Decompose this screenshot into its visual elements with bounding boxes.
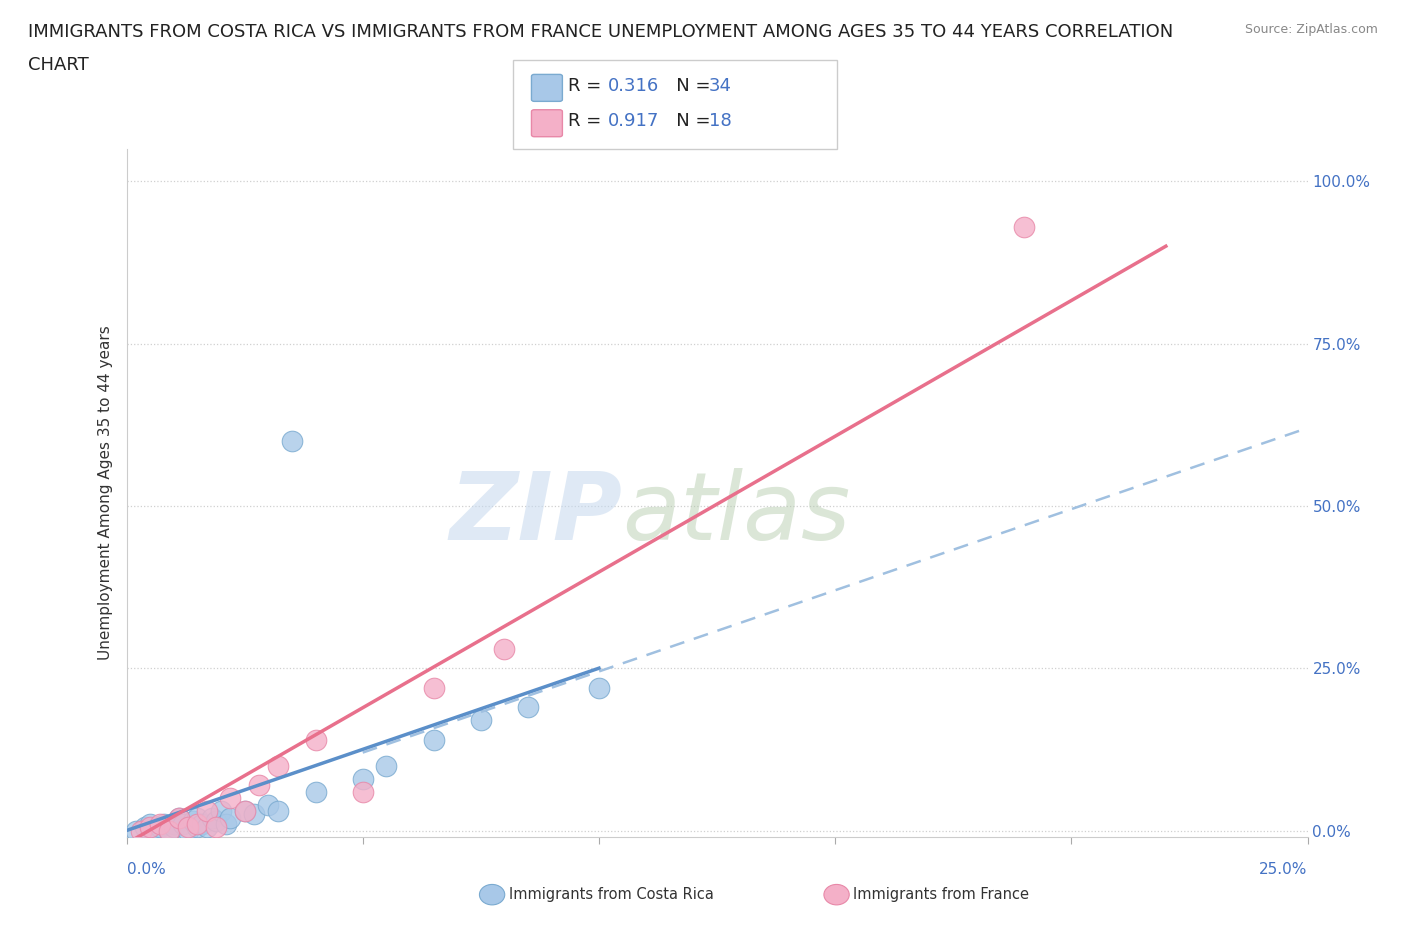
Point bbox=[422, 732, 444, 747]
Point bbox=[494, 642, 516, 657]
Point bbox=[205, 814, 228, 829]
Point bbox=[422, 680, 444, 695]
Point bbox=[186, 817, 208, 831]
Text: 34: 34 bbox=[709, 76, 731, 95]
Point bbox=[149, 817, 172, 831]
Point bbox=[375, 758, 398, 773]
Point bbox=[139, 820, 162, 835]
Point bbox=[191, 817, 214, 831]
Text: 0.0%: 0.0% bbox=[127, 862, 166, 877]
Point bbox=[243, 807, 266, 822]
Point bbox=[157, 823, 180, 838]
Point bbox=[139, 817, 162, 831]
Text: 0.316: 0.316 bbox=[607, 76, 658, 95]
Text: R =: R = bbox=[568, 76, 607, 95]
Point bbox=[167, 810, 190, 825]
Point bbox=[215, 817, 238, 831]
Text: ZIP: ZIP bbox=[450, 468, 623, 560]
Text: 25.0%: 25.0% bbox=[1260, 862, 1308, 877]
Point bbox=[125, 823, 148, 838]
Text: R =: R = bbox=[568, 112, 607, 130]
Text: N =: N = bbox=[659, 112, 717, 130]
Point bbox=[517, 699, 540, 714]
Point bbox=[470, 712, 492, 727]
Point bbox=[157, 823, 180, 838]
Point bbox=[219, 790, 242, 805]
Point bbox=[205, 820, 228, 835]
Point bbox=[177, 823, 200, 838]
Point bbox=[209, 804, 232, 818]
Point bbox=[219, 810, 242, 825]
Text: 0.917: 0.917 bbox=[607, 112, 659, 130]
Point bbox=[267, 758, 290, 773]
Point bbox=[352, 784, 374, 799]
Point bbox=[181, 814, 204, 829]
Point bbox=[304, 732, 326, 747]
Point bbox=[233, 804, 256, 818]
Text: Source: ZipAtlas.com: Source: ZipAtlas.com bbox=[1244, 23, 1378, 36]
Text: atlas: atlas bbox=[623, 468, 851, 559]
Text: 18: 18 bbox=[709, 112, 731, 130]
Point bbox=[143, 823, 166, 838]
Point bbox=[153, 817, 176, 831]
Point bbox=[177, 820, 200, 835]
Point bbox=[186, 820, 208, 835]
Point bbox=[186, 810, 208, 825]
Point bbox=[172, 817, 194, 831]
Point bbox=[281, 433, 304, 448]
Point bbox=[163, 817, 186, 831]
Text: N =: N = bbox=[659, 76, 717, 95]
Point bbox=[149, 820, 172, 835]
Point bbox=[352, 771, 374, 786]
Point bbox=[200, 810, 222, 825]
Y-axis label: Unemployment Among Ages 35 to 44 years: Unemployment Among Ages 35 to 44 years bbox=[98, 326, 114, 660]
Text: CHART: CHART bbox=[28, 56, 89, 73]
Point bbox=[195, 820, 218, 835]
Text: Immigrants from France: Immigrants from France bbox=[853, 887, 1029, 902]
Point bbox=[1012, 219, 1035, 234]
Point bbox=[163, 820, 186, 835]
Point bbox=[247, 777, 270, 792]
Point bbox=[267, 804, 290, 818]
Text: Immigrants from Costa Rica: Immigrants from Costa Rica bbox=[509, 887, 714, 902]
Point bbox=[233, 804, 256, 818]
Point bbox=[195, 804, 218, 818]
Text: IMMIGRANTS FROM COSTA RICA VS IMMIGRANTS FROM FRANCE UNEMPLOYMENT AMONG AGES 35 : IMMIGRANTS FROM COSTA RICA VS IMMIGRANTS… bbox=[28, 23, 1174, 41]
Point bbox=[304, 784, 326, 799]
Point bbox=[129, 823, 152, 838]
Point bbox=[167, 810, 190, 825]
Point bbox=[588, 680, 610, 695]
Point bbox=[257, 797, 280, 812]
Point bbox=[134, 820, 156, 835]
